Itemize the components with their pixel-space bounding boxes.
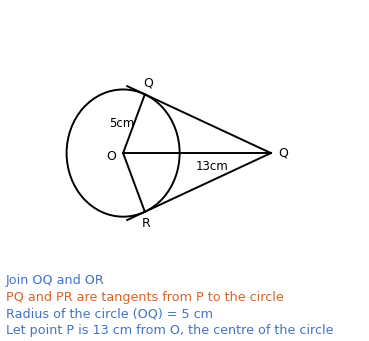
- Text: O: O: [106, 149, 116, 163]
- Text: Radius of the circle (OQ) = 5 cm: Radius of the circle (OQ) = 5 cm: [6, 308, 213, 321]
- Text: Let point P is 13 cm from O, the centre of the circle: Let point P is 13 cm from O, the centre …: [6, 324, 333, 337]
- Text: PQ and PR are tangents from P to the circle: PQ and PR are tangents from P to the cir…: [6, 291, 283, 304]
- Text: 13cm: 13cm: [196, 160, 229, 173]
- Text: 5cm: 5cm: [109, 117, 134, 130]
- Text: Join OQ and OR: Join OQ and OR: [6, 275, 104, 287]
- Text: Q: Q: [278, 147, 288, 160]
- Text: R: R: [142, 217, 151, 230]
- Text: Q: Q: [144, 76, 153, 89]
